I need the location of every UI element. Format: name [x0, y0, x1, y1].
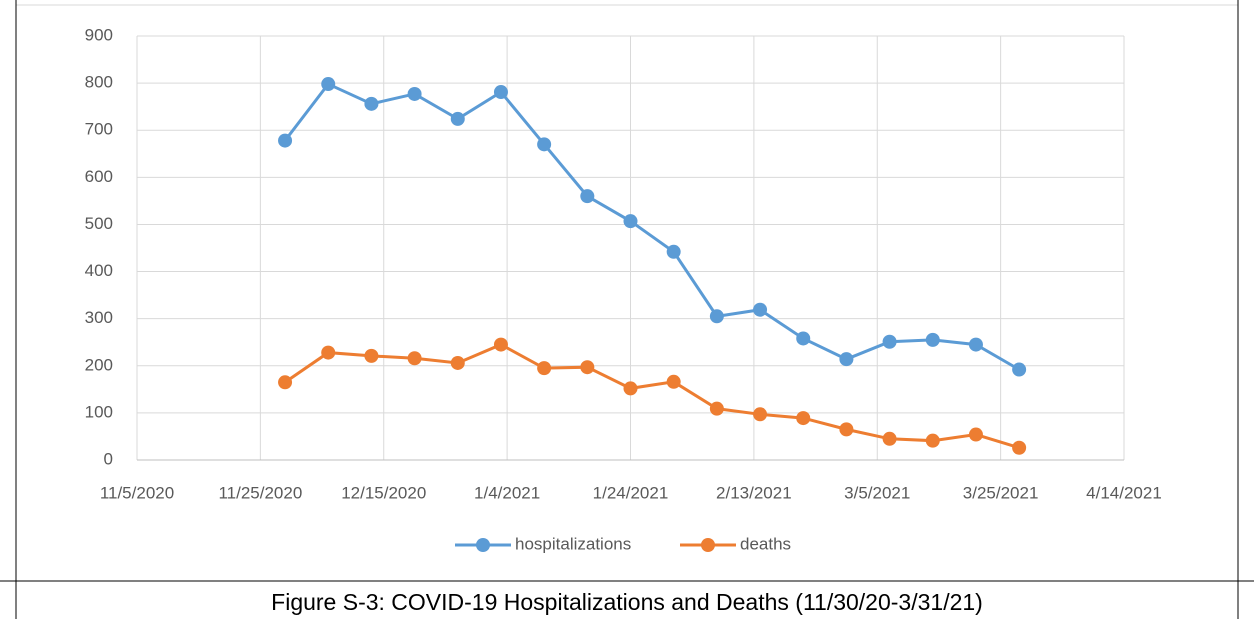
- data-point: [407, 351, 422, 366]
- data-point: [709, 309, 724, 324]
- x-tick-label: 12/15/2020: [341, 483, 426, 502]
- y-tick-label: 900: [85, 25, 113, 44]
- y-tick-label: 700: [85, 120, 113, 139]
- data-point: [321, 345, 336, 360]
- data-point: [450, 111, 465, 126]
- x-tick-label: 11/25/2020: [218, 483, 302, 502]
- data-point: [925, 433, 940, 448]
- data-point: [925, 332, 940, 347]
- data-point: [753, 302, 768, 317]
- y-tick-label: 500: [85, 214, 113, 233]
- data-point: [882, 334, 897, 349]
- data-point: [623, 381, 638, 396]
- data-point: [839, 422, 854, 437]
- x-tick-label: 4/14/2021: [1086, 483, 1162, 502]
- data-point: [968, 337, 983, 352]
- data-point: [882, 431, 897, 446]
- x-tick-label: 3/25/2021: [963, 483, 1039, 502]
- data-point: [580, 360, 595, 375]
- x-tick-label: 3/5/2021: [844, 483, 910, 502]
- data-point: [839, 352, 854, 367]
- data-point: [450, 355, 465, 370]
- data-point: [278, 133, 293, 148]
- series-line: [283, 82, 1020, 371]
- data-point: [493, 337, 508, 352]
- data-point: [796, 331, 811, 346]
- series-line: [284, 342, 1020, 450]
- data-point: [537, 361, 552, 376]
- data-point: [753, 407, 768, 422]
- data-point: [580, 189, 595, 204]
- data-point: [493, 85, 508, 100]
- legend-label: hospitalizations: [515, 534, 631, 553]
- data-point: [623, 214, 638, 229]
- data-point: [666, 244, 681, 259]
- data-point: [407, 86, 422, 101]
- y-tick-label: 0: [104, 449, 113, 468]
- data-point: [321, 77, 336, 92]
- y-tick-label: 800: [85, 73, 113, 92]
- data-point: [364, 348, 379, 363]
- data-point: [796, 411, 811, 426]
- legend-marker: [701, 538, 715, 552]
- y-tick-label: 200: [85, 355, 113, 374]
- data-point: [968, 427, 983, 442]
- y-tick-label: 400: [85, 261, 113, 280]
- y-tick-label: 600: [85, 167, 113, 186]
- data-point: [709, 401, 724, 416]
- y-tick-label: 300: [85, 308, 113, 327]
- data-point: [1012, 440, 1027, 455]
- x-tick-label: 2/13/2021: [716, 483, 792, 502]
- y-tick-label: 100: [85, 402, 113, 421]
- data-point: [278, 375, 293, 390]
- data-point: [537, 137, 552, 152]
- x-tick-label: 1/4/2021: [474, 483, 540, 502]
- x-tick-label: 11/5/2020: [100, 483, 174, 502]
- legend-label: deaths: [740, 534, 791, 553]
- caption: Figure S-3: COVID-19 Hospitalizations an…: [271, 589, 983, 615]
- data-point: [666, 374, 681, 389]
- x-tick-label: 1/24/2021: [593, 483, 669, 502]
- data-point: [364, 96, 379, 111]
- chart-frame: [15, 4, 1239, 582]
- legend-marker: [476, 538, 490, 552]
- data-point: [1012, 362, 1027, 377]
